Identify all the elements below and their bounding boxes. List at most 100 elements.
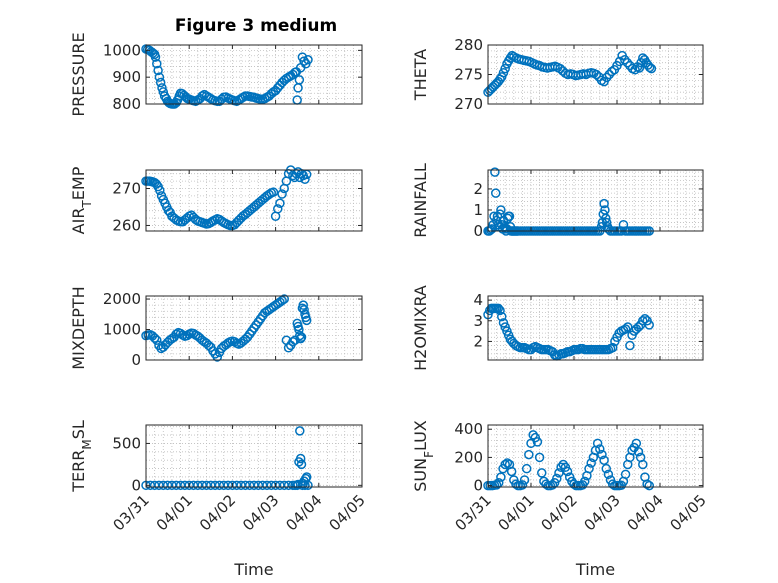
data-point (294, 75, 305, 85)
x-axis-label: Time (233, 560, 273, 579)
x-tick-label: 04/03 (239, 491, 282, 534)
data-point (295, 426, 305, 436)
data-point (171, 329, 181, 339)
data-point (268, 187, 279, 197)
x-tick-label: 03/31 (110, 491, 153, 534)
subplot-rainfall: 0 1 2 RAINFALL (411, 163, 704, 240)
data-point (604, 69, 615, 80)
data-point (537, 468, 547, 478)
y-tick-label: 400 (454, 420, 483, 438)
axes-box (145, 424, 363, 488)
data-point (532, 437, 543, 447)
data-point (495, 305, 505, 316)
data-point (534, 452, 545, 463)
y-tick-label: 3 (473, 312, 483, 330)
x-tick-label: 04/05 (667, 491, 710, 534)
y-axis-label: H2OMIXRA (411, 285, 430, 371)
data-point (502, 458, 513, 468)
data-point (580, 476, 590, 487)
x-tick-label: 04/04 (624, 491, 667, 534)
y-tick-label: 275 (454, 66, 483, 84)
data-point (303, 480, 313, 491)
data-point (152, 59, 162, 69)
data-point (620, 324, 631, 334)
axes-box (145, 44, 363, 105)
x-axis-label: Time (575, 560, 615, 579)
data-point (517, 480, 528, 490)
data-point (496, 205, 506, 215)
data-point (485, 225, 496, 235)
data-point (519, 475, 530, 485)
data-point (288, 336, 298, 347)
data-point (555, 63, 565, 74)
data-point (293, 83, 303, 93)
data-point (599, 455, 609, 465)
data-point (275, 198, 285, 209)
y-axis-label: TERRMSL (69, 420, 94, 493)
y-tick-label: 200 (454, 448, 483, 466)
axes-box (145, 169, 363, 232)
data-point (630, 65, 640, 75)
figure-title: Figure 3 medium (175, 16, 337, 36)
data-point (584, 463, 594, 474)
y-tick-label: 0 (473, 477, 483, 495)
data-point (601, 463, 611, 474)
data-point (511, 479, 521, 489)
data-point (642, 479, 652, 489)
y-tick-label: 2 (473, 180, 483, 198)
data-point (296, 459, 307, 470)
data-point (521, 463, 532, 474)
x-tick-label: 04/01 (495, 491, 538, 534)
data-point (622, 57, 633, 68)
subplot-sun-flux: 0 200 400 03/31 04/01 04/02 04/03 04/04 04/05 SUN… (411, 420, 710, 579)
subplot-air-temp: 260 270 AIRTEMP (69, 165, 363, 234)
data-point (638, 316, 648, 326)
y-tick-label: 270 (454, 95, 483, 113)
data-point (500, 63, 510, 74)
axes-box (487, 295, 704, 361)
data-point (625, 340, 635, 351)
x-tick-label: 04/04 (282, 491, 325, 534)
data-point (640, 313, 650, 324)
data-point (152, 335, 162, 345)
data-point (149, 333, 160, 343)
data-point (633, 322, 644, 332)
data-point (599, 198, 609, 209)
y-tick-label: 0 (131, 351, 141, 369)
data-point (541, 479, 551, 489)
data-point (150, 52, 161, 62)
data-point (592, 438, 603, 449)
data-point (496, 472, 506, 482)
data-point (497, 311, 507, 322)
data-point (303, 55, 313, 65)
axes-box (487, 424, 704, 488)
data-point (528, 430, 538, 440)
data-point (556, 462, 566, 473)
data-point (607, 342, 618, 353)
x-tick-label: 04/05 (326, 491, 369, 534)
y-axis-label: SUNFLUX (411, 420, 436, 492)
data-point (506, 466, 517, 477)
data-point (491, 480, 502, 490)
data-point (644, 320, 654, 330)
x-tick-label: 03/31 (452, 491, 495, 534)
data-point (154, 72, 165, 82)
data-point (277, 295, 287, 306)
x-tick-label: 04/03 (581, 491, 624, 534)
y-axis-label: PRESSURE (69, 32, 88, 116)
data-point (646, 63, 657, 74)
y-axis-label: RAINFALL (411, 163, 430, 238)
data-point (623, 322, 633, 332)
y-tick-label: 280 (454, 36, 483, 54)
data-point (591, 69, 602, 80)
subplot-h2omixra: 2 3 4 H2OMIXRA (411, 285, 704, 371)
data-point (301, 315, 312, 326)
data-point (601, 72, 612, 83)
y-axis-label: AIRTEMP (69, 166, 94, 234)
data-point (283, 343, 294, 353)
data-point (552, 473, 562, 484)
data-point (633, 447, 644, 457)
data-point (619, 55, 630, 65)
y-tick-label: 4 (473, 291, 483, 309)
